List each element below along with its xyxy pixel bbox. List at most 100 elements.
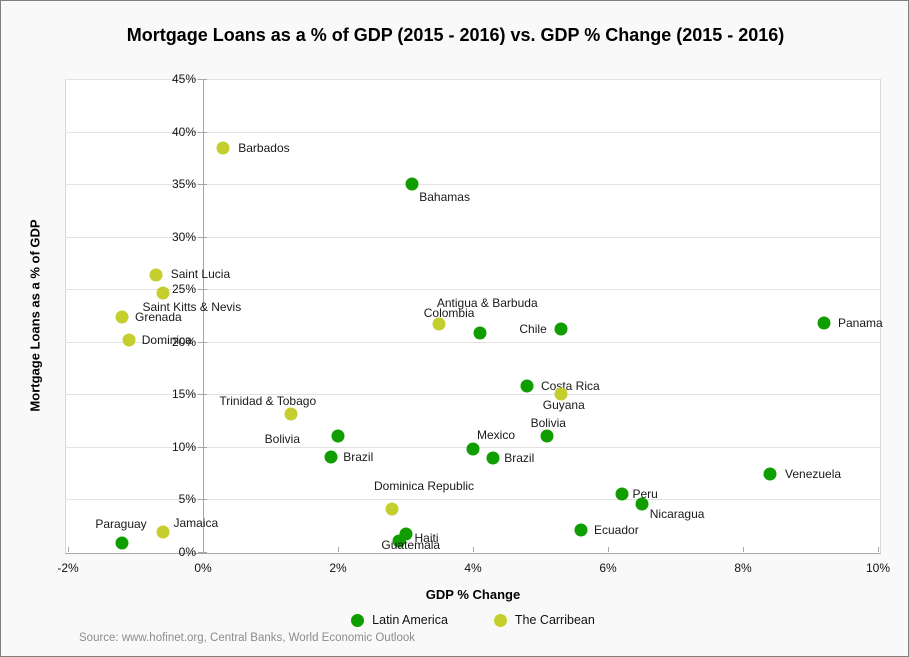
data-point-the-carribean [156,525,169,539]
data-point-the-carribean [122,333,136,347]
legend-marker-icon [493,613,507,627]
data-point-label: Barbados [238,141,290,156]
data-point-label: Jamaica [173,516,219,531]
data-point-label: Chile [519,322,547,337]
x-tick-label: 6% [599,561,617,575]
grid-line [65,499,880,501]
y-tick-label: 20% [171,334,196,349]
data-point-label: Nicaragua [649,506,705,521]
legend-item-caribbean: The Carribean [493,613,595,627]
y-tick-mark [198,131,207,133]
data-point-label: Colombia [423,306,475,321]
chart-title: Mortgage Loans as a % of GDP (2015 - 201… [126,25,785,45]
data-point-label: Dominica [141,332,192,347]
data-point-label: Haiti [414,531,439,546]
y-tick-mark [198,236,207,238]
data-point-label: Guyana [542,398,585,413]
grid-line [65,394,880,396]
data-point-the-carribean [216,141,230,155]
y-tick-mark [198,552,207,553]
data-point-label: Panama [838,315,883,330]
data-point-label: Brazil [504,451,535,466]
x-tick-mark [203,547,204,552]
data-point-label: Venezuela [785,467,842,482]
data-point-label: Bahamas [419,190,470,205]
data-point-label: Bolivia [264,432,300,447]
data-point-the-carribean [385,502,399,516]
data-point-latin-america [540,429,554,443]
grid-line [65,184,880,186]
plot-area [65,79,881,554]
y-tick-mark [198,394,207,396]
y-tick-mark [198,184,207,186]
data-point-latin-america [405,177,419,191]
data-point-latin-america [331,429,345,443]
data-point-latin-america [574,523,588,537]
data-point-latin-america [324,450,338,464]
x-tick-mark [608,547,609,552]
x-tick-mark [878,547,879,552]
x-tick-label: -2% [57,561,79,575]
data-point-label: Brazil [343,450,374,465]
grid-line [65,79,880,80]
data-point-latin-america [486,451,500,465]
x-tick-mark [743,547,744,552]
y-tick-label: 5% [178,492,196,507]
y-tick-label: 10% [171,439,196,454]
y-tick-label: 45% [171,72,196,86]
y-tick-mark [198,289,207,291]
data-point-the-carribean [432,317,446,331]
x-tick-label: 0% [194,561,212,575]
data-point-label: Mexico [477,427,516,442]
data-point-the-carribean [554,387,568,401]
data-point-label: Ecuador [594,522,639,537]
data-point-latin-america [115,536,129,550]
y-tick-mark [198,499,207,501]
data-point-latin-america [635,497,649,511]
data-point-label: Antigua & Barbuda [436,295,538,310]
y-tick-label: 35% [171,177,196,192]
data-point-latin-america [473,326,487,340]
data-point-label: Dominica Republic [373,478,475,493]
x-tick-label: 10% [865,561,891,575]
x-tick-label: 4% [464,561,482,575]
data-point-the-carribean [156,286,169,300]
legend-marker-icon [351,613,365,627]
grid-line [65,289,880,291]
data-point-the-carribean [115,310,129,324]
y-tick-mark [198,79,207,80]
legend-label: The Carribean [514,613,595,627]
y-tick-label: 0% [178,545,196,559]
y-tick-label: 25% [171,282,196,297]
y-axis-line [203,79,204,552]
data-point-label: Paraguay [95,516,147,531]
data-point-latin-america [817,316,831,330]
y-tick-label: 30% [171,229,196,244]
data-point-label: Guatemala [381,538,441,553]
data-point-label: Trinidad & Tobago [219,394,317,409]
x-tick-mark [68,547,69,552]
grid-line [65,236,880,238]
data-point-the-carribean [284,407,298,421]
y-axis-title: Mortgage Loans as a % of GDP [27,219,43,412]
legend-item-latin-america: Latin America [351,613,448,627]
y-tick-mark [198,341,207,343]
grid-line [65,341,880,343]
y-tick-label: 40% [171,124,196,139]
x-axis-title: GDP % Change [425,587,521,602]
data-point-label: Saint Kitts & Nevis [142,300,242,315]
legend: Latin America The Carribean [1,611,908,629]
data-point-label: Saint Lucia [170,266,231,281]
x-tick-mark [338,547,339,552]
grid-line [65,131,880,133]
data-point-latin-america [466,442,480,456]
x-tick-label: 2% [329,561,347,575]
data-point-latin-america [554,322,568,336]
source-note: Source: www.hofinet.org, Central Banks, … [79,632,415,644]
x-tick-label: 8% [734,561,752,575]
y-tick-mark [198,446,207,448]
data-point-label: Costa Rica [541,378,600,393]
data-point-label: Bolivia [530,416,566,431]
y-tick-label: 15% [171,387,196,402]
